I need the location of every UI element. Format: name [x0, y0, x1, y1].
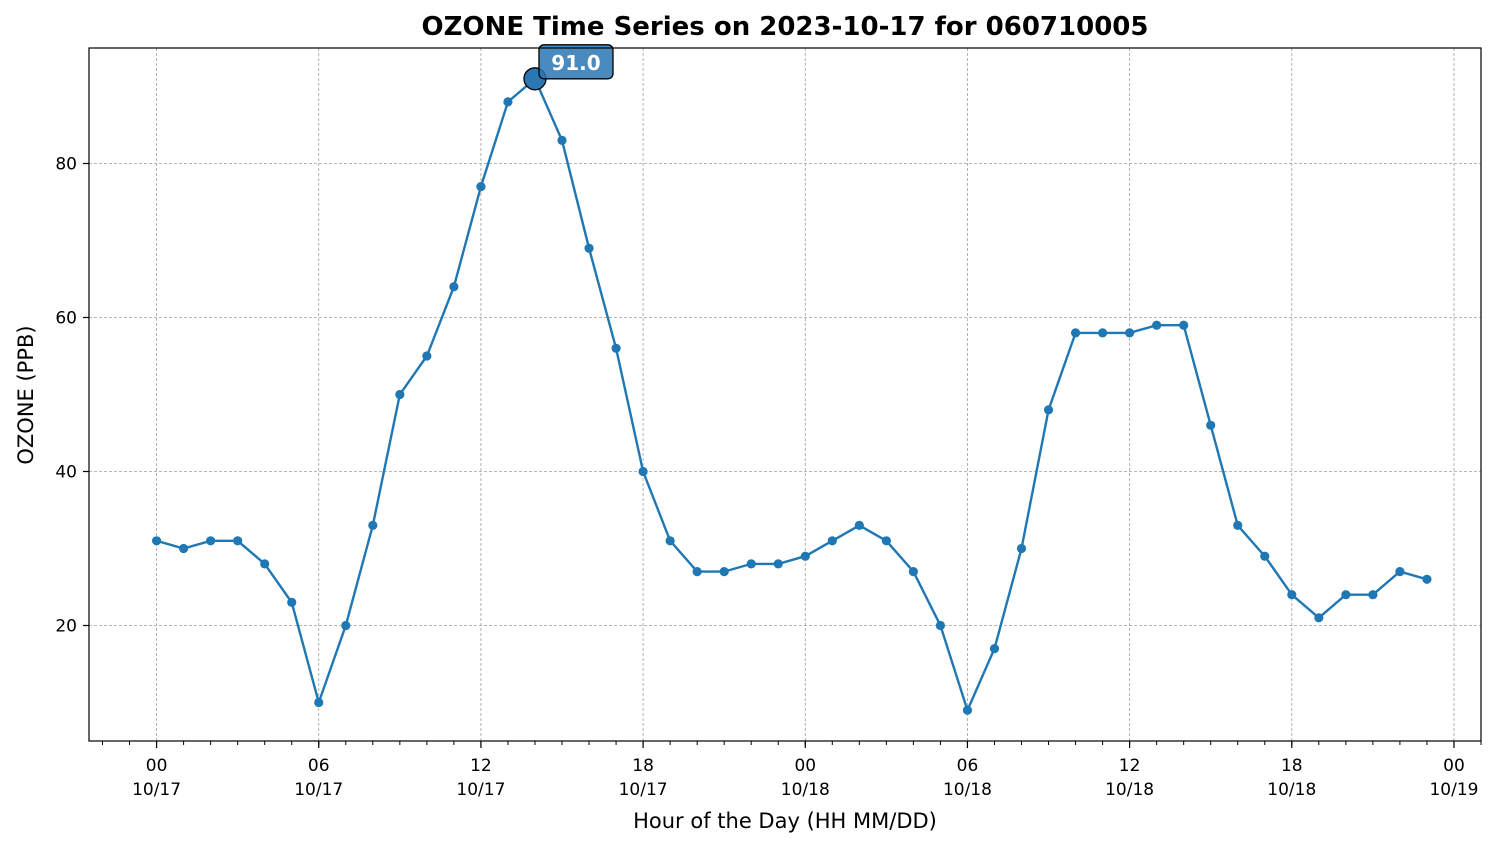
data-point — [1179, 320, 1189, 330]
data-point — [179, 543, 189, 554]
points-layer — [151, 74, 1432, 715]
y-axis-label: OZONE (PPB) — [14, 325, 38, 464]
data-point — [692, 567, 702, 577]
y-tick-label: 20 — [55, 617, 77, 637]
chart-title: OZONE Time Series on 2023-10-17 for 0607… — [422, 12, 1149, 42]
data-point — [1233, 520, 1243, 531]
data-point — [287, 597, 297, 608]
data-point — [962, 705, 973, 715]
data-point — [584, 243, 594, 253]
data-point — [260, 559, 270, 569]
x-tick-label-hour: 00 — [1443, 756, 1465, 776]
axis-layer: 20 40 60 80 00 10/17 06 10/17 12 10/17 18 10/17 00 10… — [55, 155, 1482, 800]
peak-label-box — [538, 44, 614, 80]
data-point — [233, 536, 243, 546]
data-point — [1043, 405, 1054, 415]
plot-frame — [88, 47, 1482, 742]
x-tick-label-hour: 06 — [957, 756, 979, 776]
data-point — [1016, 543, 1027, 554]
x-tick-label-date: 10/19 — [1429, 780, 1478, 800]
x-tick-label-date: 10/17 — [456, 780, 505, 800]
x-tick-label-hour: 18 — [1281, 756, 1303, 776]
series-layer — [156, 76, 1428, 714]
series-line — [156, 76, 1428, 714]
x-tick-label-date: 10/18 — [943, 780, 992, 800]
data-point — [935, 620, 946, 631]
data-point — [1287, 590, 1297, 600]
data-point — [827, 536, 837, 546]
data-point — [206, 536, 216, 546]
data-point — [1070, 328, 1081, 338]
x-tick-label-date: 10/17 — [619, 780, 668, 800]
data-point — [611, 343, 621, 353]
data-point — [881, 536, 891, 546]
data-point — [395, 389, 405, 400]
data-point — [557, 135, 567, 145]
x-tick-label-hour: 00 — [794, 756, 816, 776]
x-tick-label-date: 10/17 — [132, 780, 181, 800]
data-point — [854, 520, 864, 531]
data-point — [422, 351, 432, 361]
x-tick-label-date: 10/18 — [1105, 780, 1154, 800]
x-tick-label-hour: 12 — [470, 756, 492, 776]
x-tick-label-date: 10/18 — [781, 780, 830, 800]
x-tick-label-date: 10/17 — [294, 780, 343, 800]
data-point — [449, 282, 459, 292]
data-point — [1206, 420, 1216, 430]
y-tick-label: 40 — [55, 463, 77, 483]
data-point — [665, 536, 675, 546]
data-point — [773, 559, 783, 569]
data-point — [1422, 574, 1432, 584]
data-point — [989, 644, 1000, 654]
data-point — [746, 559, 756, 569]
x-axis-label: Hour of the Day (HH MM/DD) — [633, 809, 937, 833]
data-point — [1314, 613, 1324, 623]
data-point — [1341, 590, 1351, 600]
data-point — [908, 567, 918, 577]
peak-label: 91.0 — [551, 51, 600, 75]
y-tick-label: 60 — [55, 309, 77, 329]
data-point — [1395, 567, 1405, 577]
data-point — [476, 182, 486, 192]
data-point — [1368, 590, 1378, 600]
grid-layer — [89, 48, 1481, 741]
data-point — [1152, 320, 1162, 330]
x-tick-label-hour: 12 — [1119, 756, 1141, 776]
data-point — [638, 466, 648, 477]
y-tick-label: 80 — [55, 155, 77, 175]
data-point — [368, 520, 378, 531]
data-point — [341, 620, 351, 631]
data-point — [503, 97, 513, 107]
x-tick-label-hour: 06 — [308, 756, 330, 776]
annotation-layer: 91.0 — [523, 44, 614, 91]
data-point — [1125, 328, 1135, 338]
data-point — [314, 697, 324, 708]
data-point — [719, 567, 729, 577]
data-point — [1097, 328, 1108, 338]
data-point — [1260, 551, 1270, 561]
x-tick-label-date: 10/18 — [1267, 780, 1316, 800]
x-tick-label-hour: 18 — [632, 756, 654, 776]
x-tick-label-hour: 00 — [146, 756, 168, 776]
data-point — [800, 551, 810, 561]
data-point — [151, 536, 162, 546]
